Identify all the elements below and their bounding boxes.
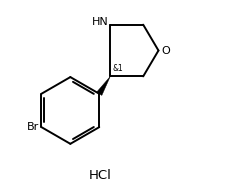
Polygon shape [96, 76, 110, 95]
Text: HCl: HCl [88, 169, 111, 182]
Text: Br: Br [26, 122, 38, 132]
Text: HN: HN [91, 17, 108, 27]
Text: O: O [161, 45, 169, 55]
Text: &1: &1 [112, 64, 122, 73]
